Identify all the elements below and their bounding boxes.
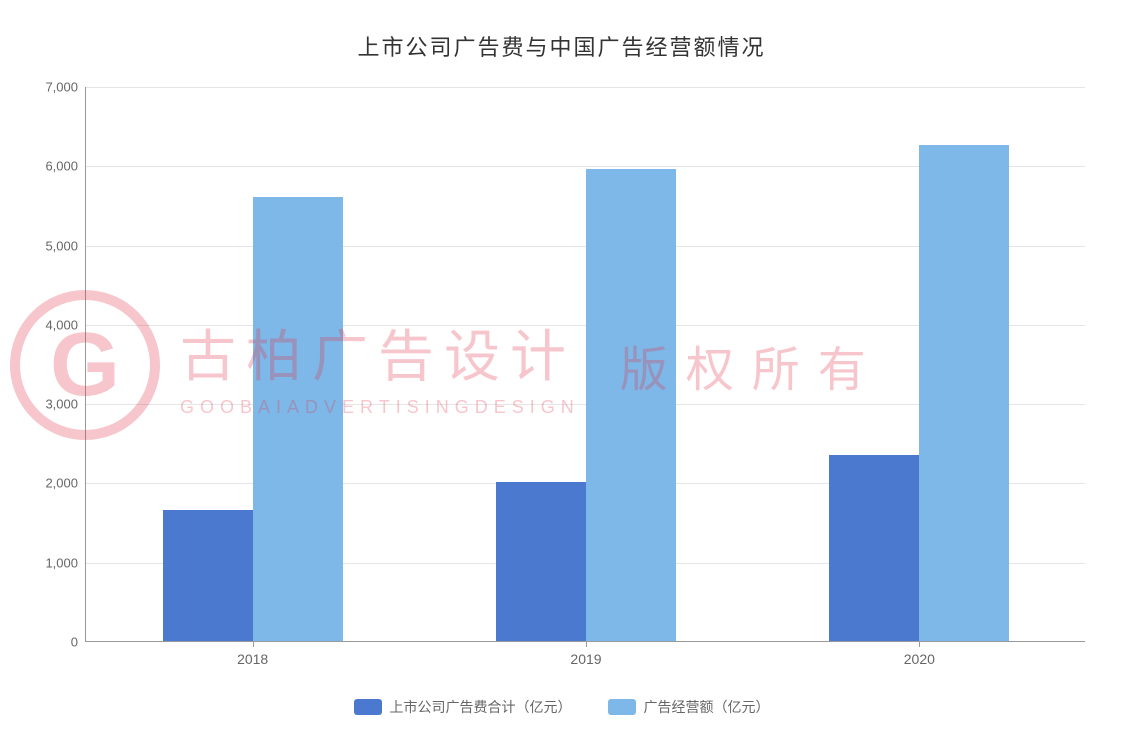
ytick-label: 0 xyxy=(71,635,86,650)
xtick-label: 2018 xyxy=(237,641,268,667)
gridline xyxy=(86,87,1085,88)
ytick-label: 7,000 xyxy=(45,80,86,95)
ytick-label: 3,000 xyxy=(45,397,86,412)
chart-container: 上市公司广告费与中国广告经营额情况 01,0002,0003,0004,0005… xyxy=(0,0,1123,743)
bar xyxy=(163,510,253,641)
ytick-label: 4,000 xyxy=(45,317,86,332)
chart-title: 上市公司广告费与中国广告经营额情况 xyxy=(30,30,1093,62)
ytick-label: 6,000 xyxy=(45,159,86,174)
legend-item: 上市公司广告费合计（亿元） xyxy=(354,697,572,717)
legend-swatch xyxy=(354,699,382,715)
bar xyxy=(919,145,1009,641)
bar xyxy=(586,169,676,641)
bar xyxy=(253,197,343,641)
ytick-label: 5,000 xyxy=(45,238,86,253)
bar xyxy=(496,482,586,641)
ytick-label: 1,000 xyxy=(45,555,86,570)
legend-label: 广告经营额（亿元） xyxy=(644,697,770,717)
legend-swatch xyxy=(608,699,636,715)
plot-area: 01,0002,0003,0004,0005,0006,0007,0002018… xyxy=(85,87,1085,642)
xtick-label: 2019 xyxy=(570,641,601,667)
xtick-label: 2020 xyxy=(904,641,935,667)
legend: 上市公司广告费合计（亿元） 广告经营额（亿元） xyxy=(30,697,1093,718)
legend-label: 上市公司广告费合计（亿元） xyxy=(390,697,572,717)
ytick-label: 2,000 xyxy=(45,476,86,491)
legend-item: 广告经营额（亿元） xyxy=(608,697,770,717)
bar xyxy=(829,455,919,641)
